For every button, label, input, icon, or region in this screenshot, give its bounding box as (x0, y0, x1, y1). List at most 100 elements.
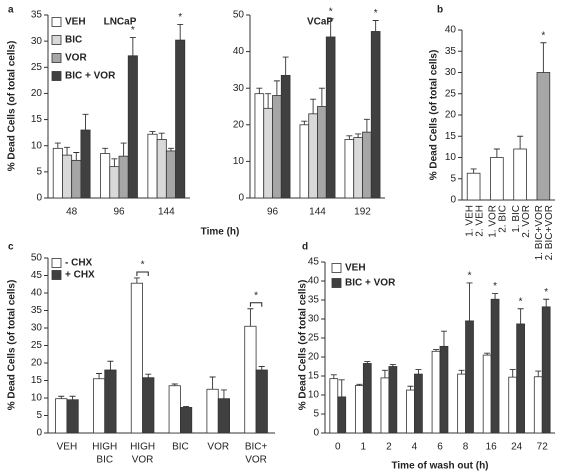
x-tick-label: HIGH (92, 442, 117, 453)
error-bar (273, 80, 280, 96)
error-bar (346, 135, 353, 140)
error-bar (167, 147, 174, 151)
bar (142, 377, 155, 434)
y-tick-label: 0 (36, 193, 42, 204)
chart-title: VCaP (307, 17, 333, 28)
error-bar (363, 118, 370, 133)
y-tick-label: 40 (308, 276, 320, 287)
y-tick-label: 5 (313, 409, 319, 420)
x-tick-label: HIGH (130, 442, 155, 453)
error-bar (433, 348, 440, 352)
bar (156, 139, 167, 199)
y-tick-label: 20 (233, 119, 245, 130)
error-bar (381, 369, 388, 378)
bar (482, 354, 492, 434)
error-bar (265, 93, 272, 109)
y-tick-label: 45 (31, 270, 43, 281)
x-tick-label: VOR (207, 442, 229, 453)
y-tick-label: 50 (233, 10, 245, 21)
legend-label: BIC + VOR (65, 71, 116, 82)
x-tick-label: 16 (486, 442, 498, 453)
y-tick-label: 0 (450, 195, 456, 206)
legend-swatch (51, 258, 62, 268)
error-bar (466, 282, 473, 321)
panel-letter: a (8, 5, 14, 16)
bar (353, 137, 363, 199)
y-tick-label: 35 (31, 10, 43, 21)
error-bar (133, 277, 140, 284)
x-tick-label: 1 (361, 442, 367, 453)
error-bar (129, 37, 136, 56)
y-axis-label: % Dead Cells (of total cells) (7, 280, 18, 411)
y-tick-label: 5 (36, 410, 42, 421)
y-tick-label: 30 (308, 314, 320, 325)
y-tick-label: 15 (308, 371, 320, 382)
error-bar (58, 395, 65, 399)
error-bar (338, 379, 345, 397)
y-tick-label: 15 (31, 114, 43, 125)
error-bar (209, 376, 216, 390)
legend-label: BIC + VOR (345, 278, 396, 289)
y-tick-label: 10 (31, 393, 43, 404)
significance-mark: * (468, 271, 472, 282)
x-axis-label: Time of wash out (h) (391, 461, 488, 472)
panel-letter: c (8, 242, 14, 253)
significance-mark: * (374, 8, 378, 19)
error-bar (282, 56, 289, 76)
bar (465, 320, 474, 434)
x-tick-label: 8 (463, 442, 469, 453)
legend-swatch (51, 17, 62, 27)
error-bar (509, 369, 516, 378)
bar (431, 350, 441, 434)
error-bar (517, 135, 524, 149)
bar (308, 113, 318, 199)
error-bar (64, 146, 71, 156)
error-bar (183, 405, 190, 408)
legend-label: - CHX (65, 258, 93, 269)
x-tick-label: 192 (354, 207, 371, 218)
x-tick-label: 144 (309, 207, 326, 218)
bar (80, 129, 91, 199)
bar (55, 398, 68, 434)
legend-swatch (51, 71, 62, 81)
bar (52, 147, 63, 199)
bar (206, 388, 219, 434)
y-tick-label: 30 (445, 67, 457, 78)
y-tick-label: 10 (31, 140, 43, 151)
significance-mark: * (329, 6, 333, 17)
bar (508, 376, 518, 434)
error-bar (220, 389, 227, 399)
bar (355, 385, 364, 434)
error-bar (256, 87, 263, 94)
significance-mark: * (141, 260, 145, 271)
error-bar (171, 383, 178, 386)
error-bar (535, 370, 542, 377)
error-bar (145, 373, 152, 378)
legend-label: VEH (345, 263, 366, 274)
y-tick-label: 50 (31, 253, 43, 264)
y-tick-label: 5 (36, 166, 42, 177)
error-bar (543, 298, 550, 307)
x-tick-label: BIC (96, 455, 113, 466)
significance-mark: * (544, 287, 548, 298)
error-bar (318, 87, 325, 107)
y-tick-label: 20 (31, 88, 43, 99)
y-tick-label: 5 (450, 173, 456, 184)
error-bar (149, 131, 156, 135)
error-bar (440, 330, 447, 347)
bar (263, 107, 273, 199)
significance-mark: * (131, 25, 135, 36)
error-bar (493, 148, 500, 158)
bar (100, 153, 111, 199)
bar (388, 366, 398, 434)
x-tick-label: 24 (511, 442, 523, 453)
bar (299, 124, 310, 199)
bar (541, 306, 551, 434)
significance-mark: * (178, 12, 182, 23)
legend-swatch (331, 263, 342, 273)
bar (362, 363, 372, 434)
error-bar (107, 360, 114, 370)
x-tick-label: 48 (66, 207, 78, 218)
y-tick-label: 10 (445, 152, 457, 163)
